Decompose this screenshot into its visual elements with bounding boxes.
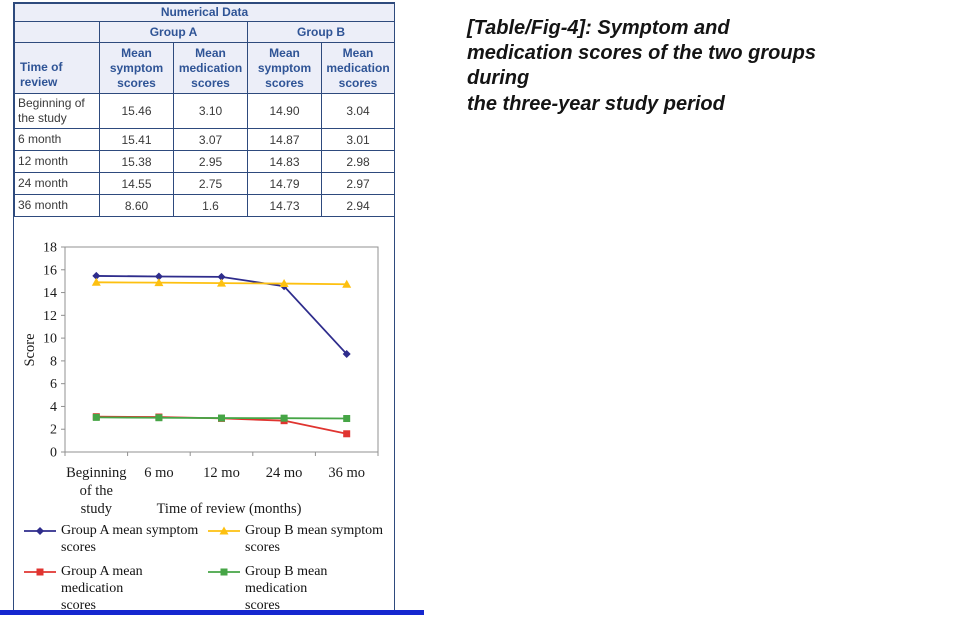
- table-row: 12 month 15.38 2.95 14.83 2.98: [14, 150, 395, 173]
- x-tick-label: of the: [80, 483, 113, 499]
- diamond-marker: [342, 350, 351, 359]
- legend-label: Group A mean medication scores: [61, 564, 143, 614]
- value-cell: 3.01: [321, 128, 395, 151]
- y-tick-label: 16: [43, 263, 57, 278]
- line-chart: 0 2 4 6 8 10 12 14 16 18 Beginning of the study 6 mo 1…: [22, 241, 379, 517]
- empty-corner-cell: [14, 21, 100, 43]
- group-a-header: Group A: [99, 21, 248, 43]
- value-cell: 15.46: [99, 93, 174, 129]
- square-marker: [218, 414, 225, 422]
- y-tick-label: 0: [50, 446, 57, 461]
- column-header-b-symptom: Mean symptom scores: [247, 42, 322, 94]
- legend-marker-icon: [208, 568, 240, 576]
- row-label: 24 month: [14, 172, 100, 195]
- row-label: 6 month: [14, 128, 100, 151]
- value-cell: 2.75: [173, 172, 248, 195]
- triangle-marker: [91, 277, 101, 286]
- chart-legend: Group A mean symptom scores Group B mean …: [24, 522, 388, 614]
- column-header-time: Time of review: [14, 42, 100, 94]
- group-b-header: Group B: [247, 21, 395, 43]
- diamond-marker: [92, 271, 101, 280]
- table-row: 6 month 15.41 3.07 14.87 3.01: [14, 128, 395, 151]
- legend-marker-icon: [24, 568, 56, 576]
- diamond-marker: [217, 272, 226, 281]
- x-axis-title: Time of review (months): [157, 501, 302, 517]
- square-marker: [92, 413, 100, 421]
- y-tick-label: 18: [43, 241, 57, 256]
- value-cell: 14.83: [247, 150, 322, 173]
- y-tick-label: 8: [50, 354, 57, 369]
- column-header-a-symptom: Mean symptom scores: [99, 42, 174, 94]
- triangle-marker: [342, 279, 352, 288]
- value-cell: 3.04: [321, 93, 395, 129]
- table-title: Numerical Data: [14, 3, 395, 22]
- x-tick-label: 24 mo: [266, 465, 303, 481]
- table-row: Beginning of the study 15.46 3.10 14.90 3.04: [14, 93, 395, 129]
- x-tick-label: 12 mo: [203, 465, 240, 481]
- row-label: Beginning of the study: [14, 93, 100, 129]
- y-tick-label: 6: [50, 377, 57, 392]
- y-tick-label: 4: [50, 400, 57, 415]
- triangle-marker: [217, 278, 226, 287]
- value-cell: 2.98: [321, 150, 395, 173]
- value-cell: 2.97: [321, 172, 395, 195]
- value-cell: 14.73: [247, 194, 322, 217]
- legend-label: Group B mean medication scores: [245, 564, 328, 614]
- y-tick-label: 12: [43, 309, 57, 324]
- value-cell: 14.90: [247, 93, 322, 129]
- bottom-divider: [0, 610, 424, 615]
- value-cell: 14.79: [247, 172, 322, 195]
- series-line: [96, 275, 348, 355]
- y-tick-label: 2: [50, 423, 57, 438]
- y-axis-title: Score: [22, 333, 38, 366]
- legend-item: Group A mean medication scores: [24, 563, 208, 614]
- value-cell: 2.94: [321, 194, 395, 217]
- triangle-marker: [279, 279, 289, 288]
- x-tick-label: Beginning: [66, 465, 126, 481]
- legend-marker-icon: [208, 526, 240, 535]
- figure-panel: Numerical Data Group A Group B Time of r…: [13, 2, 395, 613]
- chart: 0 2 4 6 8 10 12 14 16 18 Beginning of the study 6 mo 1…: [14, 217, 394, 613]
- legend-label: Group B mean symptom scores: [245, 523, 384, 556]
- x-tick-label: study: [81, 501, 113, 517]
- value-cell: 15.38: [99, 150, 174, 173]
- x-tick-label: 36 mo: [328, 465, 365, 481]
- value-cell: 8.60: [99, 194, 174, 217]
- table-row: 36 month 8.60 1.6 14.73 2.94: [14, 194, 395, 217]
- square-marker: [343, 415, 351, 423]
- y-tick-label: 14: [43, 286, 57, 301]
- row-label: 12 month: [14, 150, 100, 173]
- row-label: 36 month: [14, 194, 100, 217]
- value-cell: 14.55: [99, 172, 174, 195]
- numerical-data-table: Numerical Data Group A Group B Time of r…: [14, 3, 395, 217]
- diamond-marker: [154, 272, 163, 281]
- table-row: 24 month 14.55 2.75 14.79 2.97: [14, 172, 395, 195]
- value-cell: 3.10: [173, 93, 248, 129]
- column-header-b-medication: Mean medication scores: [321, 42, 395, 94]
- value-cell: 15.41: [99, 128, 174, 151]
- square-marker: [280, 414, 288, 422]
- legend-marker-icon: [24, 527, 56, 535]
- y-tick-label: 10: [43, 332, 57, 347]
- legend-label: Group A mean symptom scores: [61, 523, 199, 556]
- column-header-a-medication: Mean medication scores: [173, 42, 248, 94]
- square-marker: [155, 414, 163, 422]
- value-cell: 3.07: [173, 128, 248, 151]
- value-cell: 1.6: [173, 194, 248, 217]
- legend-item: Group B mean medication scores: [208, 563, 388, 614]
- square-marker: [343, 430, 351, 438]
- value-cell: 14.87: [247, 128, 322, 151]
- triangle-marker: [154, 278, 164, 287]
- legend-item: Group B mean symptom scores: [208, 522, 388, 556]
- x-tick-label: 6 mo: [144, 465, 173, 481]
- legend-item: Group A mean symptom scores: [24, 522, 208, 556]
- plot-border: [64, 246, 379, 453]
- value-cell: 2.95: [173, 150, 248, 173]
- figure-caption: [Table/Fig-4]: Symptom and medication sc…: [467, 17, 816, 115]
